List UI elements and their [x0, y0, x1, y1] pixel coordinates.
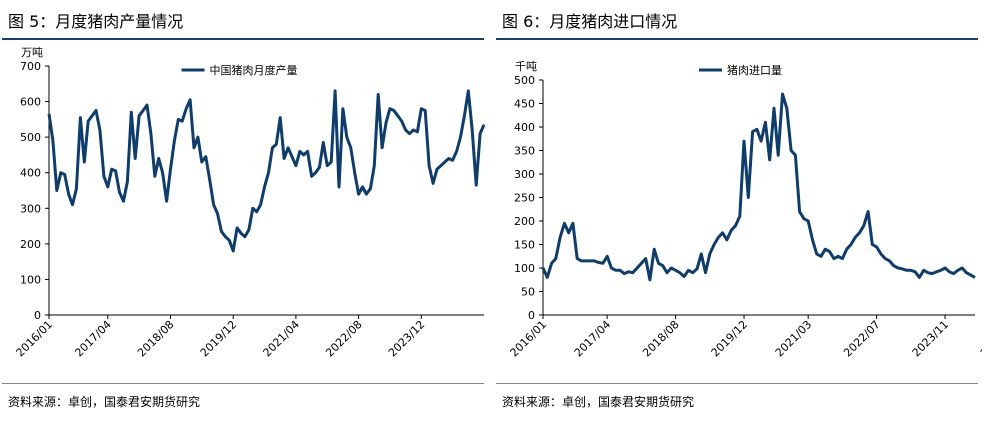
x-tick-label: 2025/03	[978, 318, 982, 360]
x-tick-label: 2021/04	[261, 318, 303, 360]
series-line	[47, 89, 486, 253]
y-tick-label: 500	[20, 131, 41, 144]
title-divider	[496, 38, 978, 40]
x-tick-label: 2019/12	[198, 318, 240, 360]
y-tick-label: 100	[20, 273, 41, 286]
y-tick-label: 0	[34, 309, 41, 322]
y-tick-label: 350	[514, 145, 535, 158]
source-divider	[2, 383, 484, 384]
chart-title: 图 5：月度猪肉产量情况	[8, 12, 184, 31]
y-tick-label: 500	[514, 74, 535, 87]
y-unit-label: 万吨	[21, 46, 43, 59]
y-tick-label: 300	[514, 168, 535, 181]
x-tick-label: 2022/08	[323, 318, 365, 360]
x-tick-label: 2017/04	[72, 318, 114, 360]
y-tick-label: 400	[514, 121, 535, 134]
x-tick-label: 2018/08	[640, 318, 682, 360]
x-tick-label: 2017/04	[572, 318, 614, 360]
y-tick-label: 200	[20, 238, 41, 251]
x-tick-label: 2022/07	[841, 318, 883, 360]
title-divider	[2, 38, 484, 40]
x-tick-label: 2018/08	[135, 318, 177, 360]
y-unit-label: 千吨	[515, 60, 537, 73]
y-tick-label: 400	[20, 167, 41, 180]
x-tick-label: 2016/01	[508, 318, 550, 360]
y-tick-label: 0	[528, 309, 535, 322]
y-tick-label: 250	[514, 192, 535, 205]
legend-label: 猪肉进口量	[727, 64, 782, 77]
x-tick-label: 2021/03	[773, 318, 815, 360]
y-tick-label: 150	[514, 239, 535, 252]
y-tick-label: 50	[521, 286, 535, 299]
x-tick-label: 2019/12	[709, 318, 751, 360]
y-tick-label: 600	[20, 96, 41, 109]
series-line	[541, 92, 976, 282]
imports-chart-svg: 千吨 0 50 100 150 200 250 300 350 400 450 500 2016/01 2…	[508, 60, 982, 360]
y-tick-label: 700	[20, 60, 41, 73]
source-divider	[496, 383, 978, 384]
y-tick-label: 300	[20, 202, 41, 215]
legend-label: 中国猪肉月度产量	[210, 63, 298, 77]
y-tick-label: 100	[514, 262, 535, 275]
chart-panel-imports: 图 6：月度猪肉进口情况 千吨 0 50 100 150 200 250 300 350 400 4…	[496, 0, 982, 426]
source-note: 资料来源：卓创，国泰君安期货研究	[8, 395, 201, 409]
y-tick-label: 450	[514, 98, 535, 111]
chart-panel-production: 图 5：月度猪肉产量情况 万吨 0 100 200 300 400 500 600 700 201…	[2, 0, 488, 426]
y-tick-label: 200	[514, 215, 535, 228]
x-tick-label: 2016/01	[14, 318, 56, 360]
chart-title: 图 6：月度猪肉进口情况	[502, 12, 678, 31]
production-chart-svg: 万吨 0 100 200 300 400 500 600 700 2016/01 2017/04 20…	[14, 46, 486, 360]
source-note: 资料来源：卓创，国泰君安期货研究	[502, 395, 695, 409]
x-tick-label: 2023/12	[386, 318, 428, 360]
x-tick-label: 2023/11	[910, 318, 952, 360]
